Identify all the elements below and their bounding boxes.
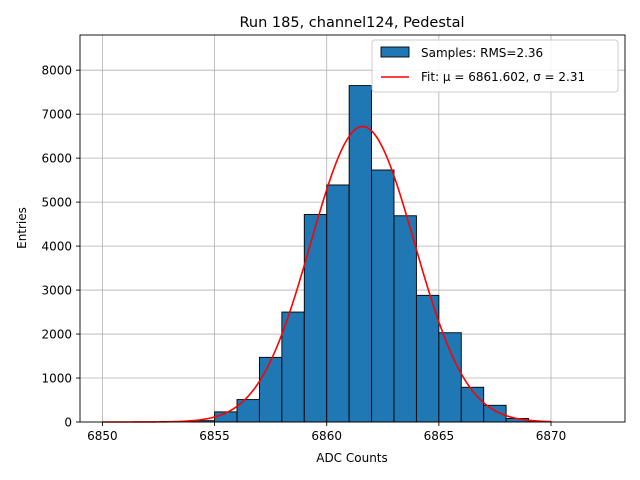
histogram-bars <box>191 85 552 423</box>
legend-swatch-histogram <box>380 46 410 58</box>
histogram-bar <box>303 213 328 423</box>
histogram-bar <box>460 386 485 423</box>
histogram-bar <box>371 169 395 423</box>
fit-curve-group <box>102 125 552 423</box>
x-axis-label: ADC Counts <box>316 451 388 465</box>
y-tick-label: 1000 <box>41 372 72 386</box>
y-tick-label: 3000 <box>41 284 72 298</box>
chart-title: Run 185, channel124, Pedestal <box>239 15 464 31</box>
x-tick-label: 6865 <box>424 429 455 443</box>
x-tick-label: 6870 <box>536 429 567 443</box>
y-tick-label: 4000 <box>41 240 72 254</box>
histogram-bar <box>348 85 373 423</box>
fit-curve <box>102 125 552 423</box>
legend-label-histogram: Samples: RMS=2.36 <box>421 46 543 60</box>
x-tick-label: 6850 <box>87 429 118 443</box>
x-tick-label: 6860 <box>311 429 342 443</box>
histogram-bar <box>326 184 350 423</box>
legend-label-fit: Fit: μ = 6861.602, σ = 2.31 <box>421 70 585 84</box>
y-tick-label: 2000 <box>41 328 72 342</box>
histogram-bar <box>438 332 462 423</box>
y-tick-label: 0 <box>64 416 72 430</box>
plot-frame <box>79 34 626 423</box>
x-tick-label: 6855 <box>199 429 230 443</box>
y-axis-label: Entries <box>15 207 29 249</box>
y-tick-label: 8000 <box>41 64 72 78</box>
histogram-bar <box>393 215 417 423</box>
y-tick-label: 5000 <box>41 196 72 210</box>
y-axis-ticks: 0 1000 2000 3000 4000 5000 6000 7000 8000 <box>41 64 80 430</box>
histogram-bar <box>258 356 283 423</box>
y-tick-label: 6000 <box>41 152 72 166</box>
legend-box <box>371 39 619 93</box>
histogram-bar <box>281 311 305 423</box>
legend: Samples: RMS=2.36 Fit: μ = 6861.602, σ =… <box>371 39 619 93</box>
x-axis-ticks: 6850 6855 6860 6865 6870 <box>87 422 566 443</box>
y-tick-label: 7000 <box>41 108 72 122</box>
